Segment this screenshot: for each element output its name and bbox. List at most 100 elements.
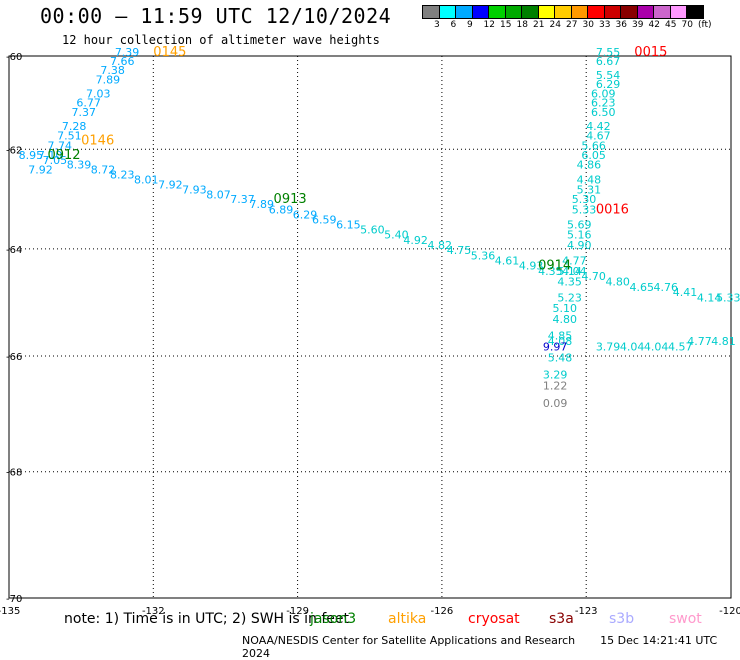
wave-height-value: 5.16: [567, 229, 592, 242]
wave-height-value: 4.75: [447, 244, 472, 257]
wave-height-value: 7.10: [38, 149, 63, 162]
wave-height-value: 5.40: [384, 229, 409, 242]
wave-height-value: 7.92: [158, 178, 183, 191]
wave-height-value: 4.61: [495, 254, 520, 267]
wave-height-value: 7.37: [230, 193, 255, 206]
wave-height-value: 7.28: [62, 120, 87, 133]
wave-height-value: 5.36: [471, 249, 496, 262]
wave-height-value: 9.97: [543, 340, 568, 353]
wave-height-value: 6.29: [293, 208, 318, 221]
legend-label: (ft): [698, 20, 712, 30]
legend-label: 45: [665, 20, 677, 30]
x-tick-label: -120: [719, 606, 740, 617]
wave-height-value: 4.70: [581, 270, 606, 283]
legend-label: 33: [599, 20, 611, 30]
legend-labels: 3 6 9 12 15 18 21 24 27 30 33 36 39 42 45 70 (ft): [422, 19, 712, 31]
x-tick-label: -126: [431, 606, 454, 617]
wave-height-value: 5.54: [596, 69, 621, 82]
wave-height-value: 4.42: [586, 120, 611, 133]
legend-label: 6: [450, 20, 457, 30]
wave-height-value: 4.04: [620, 340, 645, 353]
wave-height-value: 5.60: [360, 224, 385, 237]
pass-time-label: 0913: [274, 192, 307, 207]
wave-height-value: 8.01: [134, 173, 159, 186]
wave-height-value: 5.10: [553, 302, 578, 315]
wave-height-value: 4.76: [654, 281, 679, 294]
wave-height-value: 5.69: [567, 218, 592, 231]
wave-height-value: 7.05: [43, 154, 68, 167]
wave-height-value: 4.77: [562, 254, 587, 267]
wave-height-value: 7.89: [96, 73, 121, 86]
wave-height-value: 6.09: [591, 87, 616, 100]
legend-label: 12: [483, 20, 495, 30]
wave-height-value: 4.41: [673, 286, 698, 299]
wave-height-value: 5.33: [572, 203, 597, 216]
legend-label: 30: [582, 20, 594, 30]
map-frame: [8, 55, 732, 599]
wave-height-value: 4.65: [629, 281, 654, 294]
wave-height-value: 4.86: [577, 159, 602, 172]
wave-height-value: 7.38: [100, 64, 125, 77]
wave-height-value: 4.57: [668, 340, 693, 353]
legend-swatch: [686, 5, 704, 19]
wave-height-value: 7.03: [86, 87, 111, 100]
wave-height-value: 5.48: [548, 352, 573, 365]
wave-height-value: 8.07: [206, 188, 231, 201]
wave-height-value: 7.66: [110, 55, 135, 68]
wave-height-value: 1.22: [543, 380, 568, 393]
wave-height-value: 5.31: [577, 183, 602, 196]
wave-height-value: 4.08: [548, 335, 573, 348]
legend-label: 18: [516, 20, 528, 30]
wave-height-value: 7.93: [182, 183, 207, 196]
legend-label: 3: [434, 20, 440, 30]
wave-height-value: 7.37: [72, 106, 97, 119]
credit-text: NOAA/NESDIS Center for Satellite Applica…: [242, 634, 576, 647]
wave-height-value: 7.39: [115, 46, 140, 59]
wave-height-value: 4.35: [538, 265, 563, 278]
wave-height-value: 6.29: [596, 78, 621, 91]
wave-height-value: 6.15: [336, 218, 361, 231]
x-tick-label: -132: [142, 606, 165, 617]
legend-label: 24: [549, 20, 561, 30]
pass-time-label: 0914: [538, 259, 571, 274]
wave-height-value: 4.04: [562, 265, 587, 278]
wave-height-value: 5.30: [572, 193, 597, 206]
satellite-name: s3b: [609, 611, 635, 627]
y-tick-label: -64: [6, 245, 22, 256]
wave-height-value: 4.80: [553, 313, 578, 326]
wave-height-value: 6.67: [596, 55, 621, 68]
wave-height-value: 4.90: [567, 239, 592, 252]
wave-height-value: 6.23: [591, 97, 616, 110]
page-title: 00:00 – 11:59 UTC 12/10/2024: [40, 4, 392, 28]
color-legend: 3 6 9 12 15 18 21 24 27 30 33 36 39 42 45 70 (ft): [422, 5, 712, 31]
wave-height-value: 4.93: [519, 260, 544, 273]
y-tick-label: -60: [6, 52, 22, 63]
pass-time-label: 0015: [634, 45, 667, 60]
legend-label: 39: [632, 20, 644, 30]
wave-height-value: 5.66: [581, 139, 606, 152]
wave-height-value: 5.23: [557, 291, 582, 304]
satellite-name: altika: [388, 611, 427, 627]
wave-height-value: 8.72: [91, 164, 116, 177]
pass-time-label: 0146: [81, 133, 114, 148]
y-tick-label: -70: [6, 594, 22, 605]
wave-height-value: 3.79: [596, 340, 621, 353]
x-tick-label: -135: [0, 606, 20, 617]
wave-height-value: 6.50: [591, 106, 616, 119]
wave-height-value: 6.05: [581, 149, 606, 162]
legend-label: 70: [681, 20, 693, 30]
wave-height-value: 7.55: [596, 46, 621, 59]
altimeter-tracks: 7.397.667.387.897.036.777.377.287.517.74…: [19, 46, 740, 410]
credit-line: NOAA/NESDIS Center for Satellite Applica…: [242, 634, 740, 660]
wave-height-value: 4.92: [403, 234, 428, 247]
wave-height-value: 7.92: [28, 164, 52, 177]
wave-height-value: 7.89: [250, 198, 275, 211]
wave-height-value: 4.14: [697, 291, 722, 304]
wave-height-value: 0.09: [543, 397, 568, 410]
x-tick-label: -123: [575, 606, 598, 617]
pass-time-label: 0145: [153, 45, 186, 60]
axis-ticks: -135 -132 -129 -126 -123 -120 -60 -62 -64 -66 -68 -…: [0, 52, 740, 617]
wave-height-value: 4.35: [557, 275, 582, 288]
y-tick-label: -68: [6, 468, 22, 479]
legend-label: 27: [566, 20, 578, 30]
